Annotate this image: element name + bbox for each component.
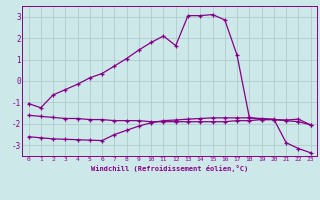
X-axis label: Windchill (Refroidissement éolien,°C): Windchill (Refroidissement éolien,°C) <box>91 165 248 172</box>
